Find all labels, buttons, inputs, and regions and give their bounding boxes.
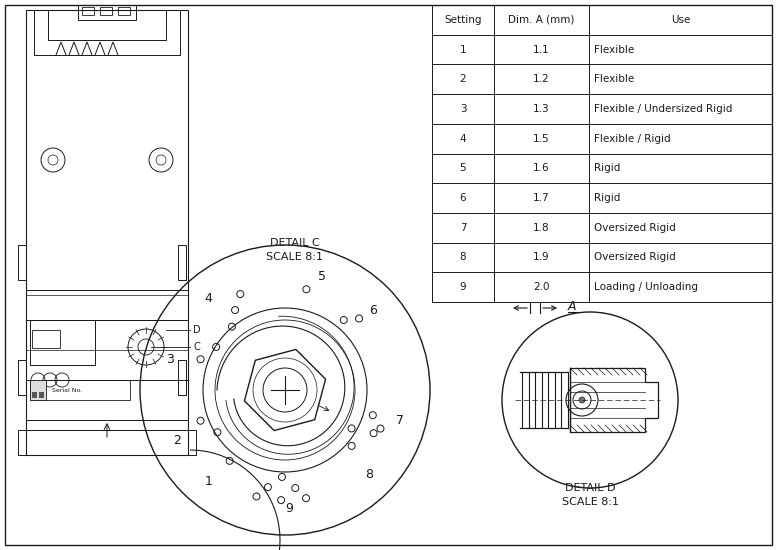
Bar xyxy=(30,320,95,365)
Text: 1.7: 1.7 xyxy=(533,193,550,203)
Text: 5: 5 xyxy=(318,271,326,283)
Text: 7: 7 xyxy=(460,223,466,233)
Bar xyxy=(118,7,130,15)
Text: 1.2: 1.2 xyxy=(533,74,550,84)
Text: 5: 5 xyxy=(460,163,466,173)
Text: 2: 2 xyxy=(460,74,466,84)
Text: 1: 1 xyxy=(204,475,213,488)
Text: 6: 6 xyxy=(460,193,466,203)
Bar xyxy=(34,10,180,55)
Bar xyxy=(78,5,136,20)
Text: Flexible: Flexible xyxy=(594,74,634,84)
Text: 1.1: 1.1 xyxy=(533,45,550,54)
Bar xyxy=(39,392,44,398)
Bar xyxy=(26,420,188,430)
Bar xyxy=(48,10,166,40)
Text: 1.5: 1.5 xyxy=(533,134,550,144)
Text: D: D xyxy=(193,325,200,335)
Text: Oversized Rigid: Oversized Rigid xyxy=(594,223,676,233)
Text: Dim. A (mm): Dim. A (mm) xyxy=(508,15,575,25)
Bar xyxy=(178,360,186,395)
Text: Loading / Unloading: Loading / Unloading xyxy=(594,282,698,292)
Text: 1: 1 xyxy=(460,45,466,54)
Bar xyxy=(32,330,60,348)
Bar xyxy=(32,392,37,398)
Text: 9: 9 xyxy=(285,502,293,515)
Bar xyxy=(26,10,188,455)
Text: A: A xyxy=(568,300,577,313)
Text: 1.9: 1.9 xyxy=(533,252,550,262)
Circle shape xyxy=(579,397,585,403)
Bar xyxy=(82,7,94,15)
Text: 4: 4 xyxy=(460,134,466,144)
Text: Setting: Setting xyxy=(444,15,482,25)
Bar xyxy=(26,320,188,380)
Text: DETAIL C
SCALE 8:1: DETAIL C SCALE 8:1 xyxy=(267,238,323,262)
Text: 1.6: 1.6 xyxy=(533,163,550,173)
Text: 4: 4 xyxy=(204,293,213,305)
Text: 8: 8 xyxy=(365,468,373,481)
Text: Oversized Rigid: Oversized Rigid xyxy=(594,252,676,262)
Text: 3: 3 xyxy=(166,353,174,366)
Text: Use: Use xyxy=(671,15,690,25)
Bar xyxy=(178,245,186,280)
Text: 1.8: 1.8 xyxy=(533,223,550,233)
Text: Flexible / Rigid: Flexible / Rigid xyxy=(594,134,671,144)
Text: Serial No.: Serial No. xyxy=(52,388,82,393)
Text: 1.3: 1.3 xyxy=(533,104,550,114)
Text: Rigid: Rigid xyxy=(594,193,620,203)
Bar xyxy=(30,380,46,400)
Text: Flexible: Flexible xyxy=(594,45,634,54)
Text: DETAIL D
SCALE 8:1: DETAIL D SCALE 8:1 xyxy=(562,483,618,507)
Text: Rigid: Rigid xyxy=(594,163,620,173)
Bar xyxy=(18,360,26,395)
Text: 9: 9 xyxy=(460,282,466,292)
Text: 2.0: 2.0 xyxy=(533,282,550,292)
Text: 6: 6 xyxy=(369,304,378,317)
Bar xyxy=(18,245,26,280)
Bar xyxy=(18,430,196,455)
Text: Flexible / Undersized Rigid: Flexible / Undersized Rigid xyxy=(594,104,733,114)
Text: 2: 2 xyxy=(173,434,181,447)
Bar xyxy=(100,7,112,15)
Text: 8: 8 xyxy=(460,252,466,262)
Text: 7: 7 xyxy=(395,414,404,427)
Text: 3: 3 xyxy=(460,104,466,114)
Bar xyxy=(30,380,130,400)
Text: C: C xyxy=(193,342,200,352)
